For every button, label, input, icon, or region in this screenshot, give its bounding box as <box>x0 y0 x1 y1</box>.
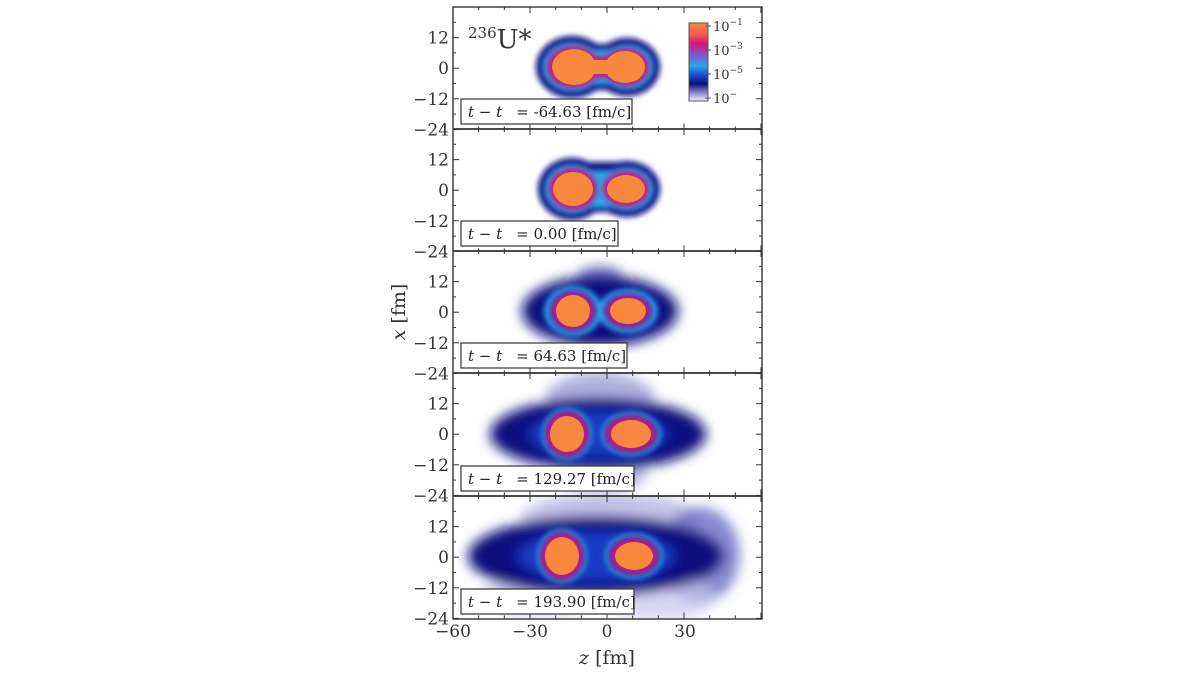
time-label-4: t − t = 129.27 [fm/c] <box>460 465 636 492</box>
ytick-label: −12 <box>413 456 449 476</box>
ytick-label: −24 <box>413 242 449 262</box>
ytick-label: −12 <box>413 212 449 232</box>
svg-text:z[fm]: z [fm] <box>578 647 635 669</box>
ytick-label: −12 <box>413 334 449 354</box>
x-axis-title: z [fm] <box>578 647 635 669</box>
x-tick-labels: −60 −30 0 30 <box>435 622 696 642</box>
xlabel-var: z <box>578 647 590 669</box>
ytick-label: −24 <box>413 486 449 506</box>
panel-2 <box>538 158 660 220</box>
panel-1 <box>536 36 660 98</box>
svg-text:t − t= 129.27 [fm/c]: t − t = 129.27 [fm/c] <box>468 470 636 488</box>
colorbar-label: 10−3 <box>713 42 743 59</box>
svg-text:236U*: 236U* <box>468 24 532 55</box>
axis-ticks <box>452 6 762 619</box>
time-label-3: t − t = 64.63 [fm/c] <box>460 342 628 369</box>
ytick-label: −12 <box>413 579 449 599</box>
ytick-label: 12 <box>427 29 449 49</box>
xtick-label: 0 <box>602 622 613 642</box>
colorbar-label: 10−1 <box>713 18 743 35</box>
colorbar: 10−1 10−3 10−5 10− <box>688 18 743 107</box>
ytick-label: 0 <box>438 425 449 445</box>
ytick-label: 0 <box>438 303 449 323</box>
panel-3 <box>522 266 678 346</box>
y-axis-title: x [fm] <box>388 284 410 341</box>
ytick-label: −12 <box>413 90 449 110</box>
ytick-label: −24 <box>413 364 449 384</box>
panel-4 <box>490 373 706 495</box>
xtick-label: −30 <box>512 622 548 642</box>
ytick-label: 12 <box>427 395 449 415</box>
ytick-label: 12 <box>427 518 449 538</box>
colorbar-gradient <box>688 22 709 102</box>
ylabel-unit: [fm] <box>388 284 410 324</box>
nucleus-mass: 236 <box>468 24 497 42</box>
ylabel-var: x <box>388 329 410 340</box>
ytick-label: −24 <box>413 609 449 629</box>
svg-text:t − t= 0.00 [fm/c]: t − t = 0.00 [fm/c] <box>468 225 617 243</box>
ytick-label: −24 <box>413 120 449 140</box>
svg-text:x[fm]: x [fm] <box>388 284 410 341</box>
time-label-2: t − t = 0.00 [fm/c] <box>460 220 619 247</box>
ytick-label: 12 <box>427 273 449 293</box>
colorbar-label: 10− <box>713 90 737 107</box>
ytick-label: 0 <box>438 181 449 201</box>
panel-5 <box>468 496 740 619</box>
nucleus-label: 236U* <box>468 24 532 55</box>
svg-text:t − t= -64.63 [fm/c]: t − t = -64.63 [fm/c] <box>468 103 631 121</box>
xtick-label: 30 <box>674 622 696 642</box>
svg-text:t − t= 64.63 [fm/c]: t − t = 64.63 [fm/c] <box>468 347 626 365</box>
colorbar-label: 10−5 <box>713 66 743 83</box>
time-label-1: t − t = -64.63 [fm/c] <box>460 98 633 125</box>
xlabel-unit: [fm] <box>595 647 635 669</box>
time-label-5: t − t = 193.90 [fm/c] <box>460 588 636 615</box>
y-tick-labels: 12 0 −12 −24 12 0 −12 −24 12 0 −12 −24 12 0 −12 −24 12 0 −… <box>413 29 449 630</box>
nucleus-symbol: U* <box>497 25 532 55</box>
xtick-label: −60 <box>435 622 471 642</box>
ytick-label: 12 <box>427 151 449 171</box>
ytick-label: 0 <box>438 59 449 79</box>
ytick-label: 0 <box>438 548 449 568</box>
svg-text:t − t= 193.90 [fm/c]: t − t = 193.90 [fm/c] <box>468 593 636 611</box>
